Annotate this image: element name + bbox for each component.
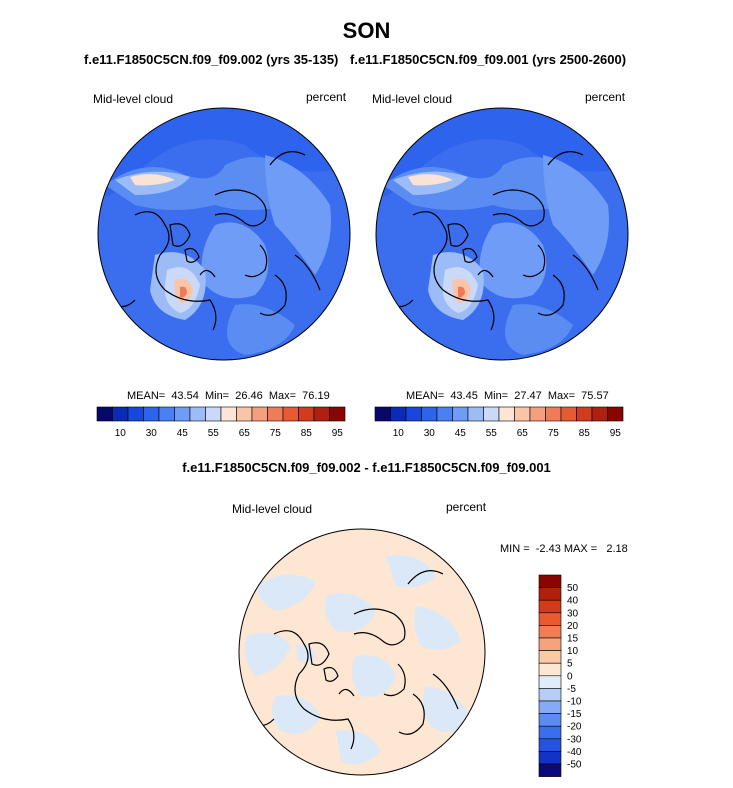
- colorbar-tick-label: 85: [579, 428, 591, 439]
- colorbar-tick-label: 95: [332, 428, 344, 439]
- diff-colorbar-tick-label: 20: [567, 621, 579, 632]
- right-stats: MEAN= 43.45 Min= 27.47 Max= 75.57: [406, 390, 609, 402]
- diff-colorbar-tick-label: 0: [567, 671, 573, 682]
- colorbar-swatch: [483, 406, 500, 422]
- colorbar-swatch: [545, 406, 562, 422]
- left-polar-map: [97, 107, 351, 361]
- colorbar-swatch: [313, 406, 330, 422]
- left-units-label: percent: [306, 90, 347, 104]
- colorbar-tick-label: 55: [208, 428, 220, 439]
- colorbar-tick-label: 75: [548, 428, 560, 439]
- left-variable-label: Mid-level cloud: [93, 92, 174, 106]
- diff-colorbar-tick-label: -15: [567, 709, 582, 720]
- colorbar-swatch: [158, 406, 175, 422]
- colorbar-tick-label: 55: [486, 428, 498, 439]
- diff-colorbar-tick-label: -30: [567, 734, 582, 745]
- diff-colorbar-tick-label: 40: [567, 596, 579, 607]
- left-panel-subtitle: f.e11.F1850C5CN.f09_f09.002 (yrs 35-135): [84, 52, 339, 67]
- colorbar-swatch: [112, 406, 129, 422]
- right-polar-map: [375, 107, 629, 361]
- main-title: SON: [342, 18, 391, 43]
- left-colorbar: 10 30 45 55 65 75 85 95: [96, 406, 346, 439]
- diff-colorbar-swatch: [538, 751, 562, 765]
- colorbar-swatch: [205, 406, 222, 422]
- colorbar-swatch: [298, 406, 315, 422]
- diff-colorbar-swatch: [538, 675, 562, 689]
- colorbar-swatch: [251, 406, 268, 422]
- diff-colorbar-tick-label: 15: [567, 634, 579, 645]
- left-stats: MEAN= 43.54 Min= 26.46 Max= 76.19: [127, 390, 330, 402]
- diff-colorbar-swatch: [538, 763, 562, 777]
- diff-colorbar-tick-label: -50: [567, 760, 582, 771]
- colorbar-swatch: [143, 406, 160, 422]
- colorbar-swatch: [560, 406, 577, 422]
- diff-polar-map: [238, 528, 486, 776]
- colorbar-swatch: [127, 406, 144, 422]
- right-variable-label: Mid-level cloud: [372, 92, 453, 106]
- diff-minmax: MIN = -2.43 MAX = 2.18: [500, 543, 628, 555]
- colorbar-swatch: [96, 406, 113, 422]
- diff-colorbar-swatch: [538, 612, 562, 626]
- colorbar-tick-label: 10: [115, 428, 127, 439]
- colorbar-swatch: [405, 406, 422, 422]
- colorbar-swatch: [421, 406, 438, 422]
- colorbar-tick-label: 45: [177, 428, 189, 439]
- diff-colorbar-tick-label: 50: [567, 583, 579, 594]
- diff-colorbar-swatch: [538, 725, 562, 740]
- colorbar-tick-label: 30: [424, 428, 436, 439]
- colorbar-swatch: [236, 406, 253, 422]
- diff-colorbar-swatch: [538, 637, 562, 651]
- diff-colorbar-tick-label: 10: [567, 646, 579, 657]
- diff-colorbar-swatch: [538, 738, 562, 752]
- colorbar-swatch: [329, 406, 346, 422]
- diff-colorbar-swatch: [538, 700, 562, 714]
- diff-units-label: percent: [446, 500, 487, 514]
- colorbar-tick-label: 10: [393, 428, 405, 439]
- colorbar-swatch: [498, 406, 515, 422]
- diff-colorbar-tick-label: -10: [567, 697, 582, 708]
- colorbar-swatch: [174, 406, 191, 422]
- colorbar-swatch: [282, 406, 299, 422]
- diff-colorbar-tick-label: 30: [567, 608, 579, 619]
- colorbar-swatch: [452, 406, 469, 422]
- diff-colorbar-swatch: [538, 587, 562, 601]
- colorbar-swatch: [529, 406, 546, 422]
- diff-colorbar-tick-label: -20: [567, 722, 582, 733]
- diff-colorbar-swatch: [538, 599, 562, 614]
- colorbar-swatch: [267, 406, 284, 422]
- diff-colorbar-tick-label: -40: [567, 747, 582, 758]
- colorbar-swatch: [189, 406, 206, 422]
- right-colorbar: 10 30 45 55 65 75 85 95: [374, 406, 624, 439]
- colorbar-swatch: [374, 406, 391, 422]
- colorbar-swatch: [220, 406, 237, 422]
- diff-variable-label: Mid-level cloud: [232, 502, 313, 516]
- diff-colorbar-tick-label: -5: [567, 684, 576, 695]
- diff-colorbar-swatch: [538, 650, 562, 664]
- colorbar-swatch: [607, 406, 624, 422]
- colorbar-swatch: [467, 406, 484, 422]
- colorbar-tick-label: 85: [301, 428, 313, 439]
- diff-colorbar-tick-label: 5: [567, 659, 573, 670]
- colorbar-tick-label: 75: [270, 428, 282, 439]
- colorbar-swatch: [514, 406, 531, 422]
- diff-colorbar-swatch: [538, 662, 562, 677]
- colorbar-tick-label: 95: [610, 428, 622, 439]
- diff-colorbar-swatch: [538, 625, 562, 639]
- diff-colorbar-swatch: [538, 688, 562, 702]
- colorbar-tick-label: 30: [146, 428, 158, 439]
- right-panel-subtitle: f.e11.F1850C5CN.f09_f09.001 (yrs 2500-26…: [348, 52, 627, 67]
- colorbar-tick-label: 45: [455, 428, 467, 439]
- diff-colorbar-swatch: [538, 713, 562, 727]
- colorbar-swatch: [591, 406, 608, 422]
- right-units-label: percent: [585, 90, 626, 104]
- diff-panel-subtitle: f.e11.F1850C5CN.f09_f09.002 - f.e11.F185…: [182, 460, 551, 475]
- colorbar-tick-label: 65: [239, 428, 251, 439]
- colorbar-swatch: [390, 406, 407, 422]
- colorbar-swatch: [436, 406, 453, 422]
- colorbar-swatch: [576, 406, 593, 422]
- diff-colorbar-swatch: [538, 574, 562, 588]
- colorbar-tick-label: 65: [517, 428, 529, 439]
